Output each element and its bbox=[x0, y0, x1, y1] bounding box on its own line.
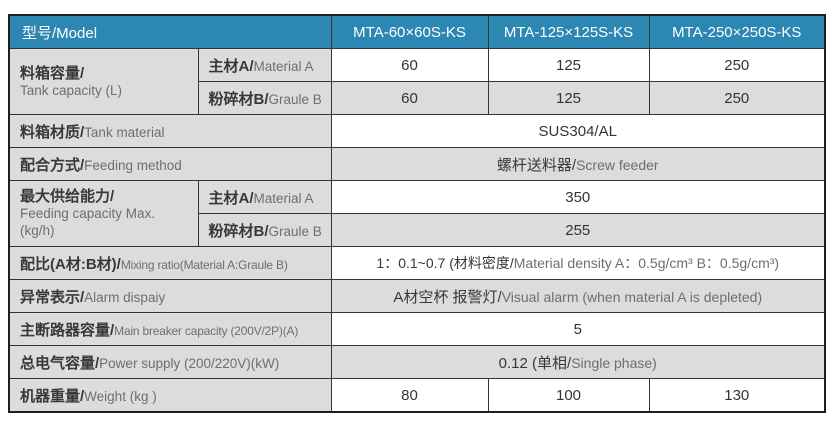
feeding-method-value: 螺杆送料器/Screw feeder bbox=[330, 147, 826, 181]
value-cell: 60 bbox=[330, 48, 489, 82]
graule-b-sublabel: 粉碎材B/Graule B bbox=[197, 81, 332, 115]
mixing-ratio-value: 1：0.1~0.7 (材料密度/Material density A：0.5g/… bbox=[330, 246, 826, 280]
power-supply-value: 0.12 (单相/Single phase) bbox=[330, 345, 826, 379]
table-row-tank-capacity-a: 料箱容量/ Tank capacity (L) 主材A/Material A 6… bbox=[8, 48, 826, 115]
tank-capacity-label: 料箱容量/ Tank capacity (L) bbox=[8, 48, 199, 115]
table-row-feeding-capacity-a: 最大供给能力/ Feeding capacity Max. (kg/h) 主材A… bbox=[8, 180, 826, 247]
table-row-main-breaker: 主断路器容量/Main breaker capacity (200V/2P)(A… bbox=[8, 312, 826, 346]
table-row-mixing-ratio: 配比(A材:B材)/Mixing ratio(Material A:Graule… bbox=[8, 246, 826, 280]
material-a-sublabel: 主材A/Material A bbox=[197, 180, 332, 214]
graule-b-sublabel: 粉碎材B/Graule B bbox=[197, 213, 332, 247]
power-supply-label: 总电气容量/Power supply (200/220V)(kW) bbox=[8, 345, 332, 379]
feeding-method-label: 配合方式/Feeding method bbox=[8, 147, 332, 181]
model-column-mta-250: MTA-250×250S-KS bbox=[648, 14, 826, 49]
value-cell: 250 bbox=[648, 48, 826, 82]
model-label-cell: 型号/Model bbox=[8, 14, 332, 49]
alarm-display-value: A材空杯 报警灯/Visual alarm (when material A i… bbox=[330, 279, 826, 313]
value-cell: 125 bbox=[487, 48, 650, 82]
value-cell: 130 bbox=[648, 378, 826, 413]
weight-label: 机器重量/Weight (kg ) bbox=[8, 378, 332, 413]
feeding-capacity-label: 最大供给能力/ Feeding capacity Max. (kg/h) bbox=[8, 180, 199, 247]
value-cell: 125 bbox=[487, 81, 650, 115]
table-row-feeding-method: 配合方式/Feeding method 螺杆送料器/Screw feeder bbox=[8, 147, 826, 181]
alarm-display-label: 异常表示/Alarm dispaiy bbox=[8, 279, 332, 313]
table-row-weight: 机器重量/Weight (kg ) 80 100 130 bbox=[8, 378, 826, 413]
main-breaker-label: 主断路器容量/Main breaker capacity (200V/2P)(A… bbox=[8, 312, 332, 346]
main-breaker-value: 5 bbox=[330, 312, 826, 346]
table-row-tank-material: 料箱材质/Tank material SUS304/AL bbox=[8, 114, 826, 148]
table-row-feeding-capacity-b: 粉碎材B/Graule B 255 bbox=[9, 213, 826, 247]
value-cell: 80 bbox=[330, 378, 489, 413]
product-spec-table: 型号/Model MTA-60×60S-KS MTA-125×125S-KS M… bbox=[8, 14, 826, 413]
table-row-header: 型号/Model MTA-60×60S-KS MTA-125×125S-KS M… bbox=[8, 14, 826, 49]
table-row-tank-capacity-b: 粉碎材B/Graule B 60 125 250 bbox=[9, 81, 826, 115]
mixing-ratio-label: 配比(A材:B材)/Mixing ratio(Material A:Graule… bbox=[8, 246, 332, 280]
value-cell: 100 bbox=[487, 378, 650, 413]
model-label: 型号/Model bbox=[22, 24, 98, 42]
table-row-power-supply: 总电气容量/Power supply (200/220V)(kW) 0.12 (… bbox=[8, 345, 826, 379]
model-column-mta-60: MTA-60×60S-KS bbox=[330, 14, 489, 49]
tank-material-label: 料箱材质/Tank material bbox=[8, 114, 332, 148]
value-cell: 250 bbox=[648, 81, 826, 115]
feeding-capacity-b-value: 255 bbox=[330, 213, 826, 247]
feeding-capacity-a-value: 350 bbox=[330, 180, 826, 214]
tank-material-value: SUS304/AL bbox=[330, 114, 826, 148]
value-cell: 60 bbox=[330, 81, 489, 115]
material-a-sublabel: 主材A/Material A bbox=[197, 48, 332, 82]
table-row-alarm-display: 异常表示/Alarm dispaiy A材空杯 报警灯/Visual alarm… bbox=[8, 279, 826, 313]
model-column-mta-125: MTA-125×125S-KS bbox=[487, 14, 650, 49]
